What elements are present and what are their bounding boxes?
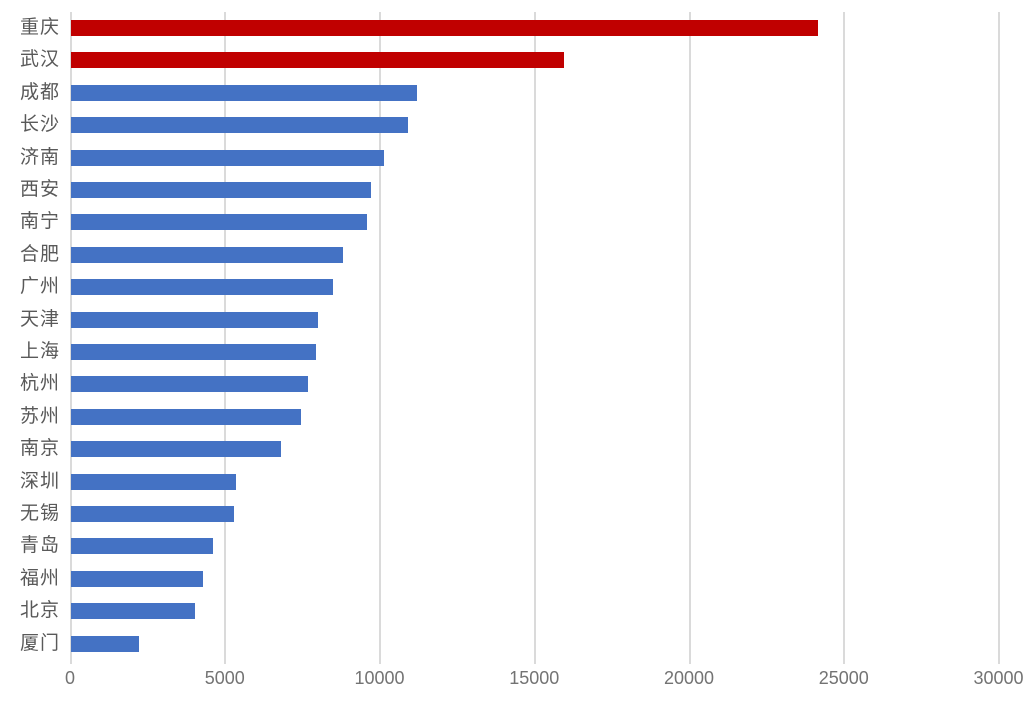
- bar-武汉: [71, 52, 564, 69]
- category-label: 北京: [19, 600, 60, 622]
- x-axis: 0 5000 10000 15000 20000 25000 30000: [65, 668, 1036, 698]
- bar-row: [70, 336, 1036, 368]
- bar-row: [70, 77, 1036, 109]
- x-tick-label: 0: [64, 668, 76, 688]
- bar-row: [70, 239, 1036, 271]
- bar-row: [70, 563, 1036, 595]
- bar-南宁: [71, 214, 367, 231]
- bar-row: [70, 12, 1036, 44]
- bar-无锡: [71, 506, 235, 522]
- gridline: [843, 12, 846, 664]
- bar-深圳: [71, 473, 236, 490]
- x-tick-label: 10000: [354, 668, 405, 688]
- bar-row: [70, 433, 1036, 465]
- bar-青岛: [71, 538, 213, 555]
- bar-row: [70, 530, 1036, 562]
- category-label: 南宁: [19, 211, 60, 233]
- bar-成都: [71, 84, 418, 101]
- bar-row: [70, 271, 1036, 303]
- bar-苏州: [71, 408, 301, 425]
- gridline: [998, 12, 1000, 664]
- bar-济南: [71, 149, 384, 166]
- bar-合肥: [71, 246, 344, 263]
- category-label: 福州: [19, 567, 60, 589]
- plot-area: [69, 12, 1036, 664]
- category-label: 长沙: [19, 114, 60, 136]
- x-tick-label: 20000: [663, 668, 715, 688]
- bar-长沙: [71, 117, 409, 134]
- category-label: 上海: [19, 341, 60, 362]
- bar-row: [70, 109, 1036, 141]
- bar-row: [70, 142, 1036, 174]
- category-label: 青岛: [19, 535, 60, 557]
- bar-厦门: [71, 635, 139, 652]
- bar-南京: [71, 441, 282, 458]
- category-label: 西安: [19, 179, 60, 200]
- bar-row: [70, 466, 1036, 498]
- bar-row: [70, 628, 1036, 660]
- gridline: [379, 12, 381, 664]
- bar-row: [70, 206, 1036, 238]
- category-label: 苏州: [19, 405, 60, 427]
- bar-天津: [71, 311, 318, 328]
- gridline: [533, 12, 536, 664]
- bar-row: [70, 368, 1036, 400]
- bar-row: [70, 401, 1036, 433]
- bar-北京: [71, 603, 196, 620]
- x-tick-label: 5000: [204, 668, 245, 688]
- category-label: 南京: [19, 438, 60, 460]
- category-label: 无锡: [19, 503, 60, 524]
- x-tick-label: 15000: [509, 668, 560, 688]
- gridline: [224, 12, 227, 664]
- category-label: 天津: [19, 308, 60, 330]
- category-label: 深圳: [19, 470, 60, 492]
- category-label: 广州: [19, 276, 60, 298]
- bar-福州: [71, 570, 204, 587]
- category-label: 重庆: [19, 17, 60, 38]
- bar-杭州: [71, 376, 308, 393]
- bar-重庆: [71, 20, 818, 36]
- category-label: 合肥: [19, 243, 60, 265]
- bar-row: [70, 498, 1036, 530]
- bar-row: [70, 595, 1036, 627]
- bar-row: [70, 304, 1036, 336]
- bar-row: [70, 44, 1036, 76]
- category-label: 厦门: [19, 632, 60, 654]
- bar-西安: [71, 182, 371, 198]
- bar-row: [70, 174, 1036, 206]
- category-label: 济南: [19, 146, 60, 168]
- bar-广州: [71, 279, 334, 296]
- gridline: [69, 12, 72, 664]
- x-tick-label: 30000: [973, 668, 1024, 688]
- category-label: 成都: [19, 81, 60, 103]
- x-tick-label: 25000: [818, 668, 869, 688]
- gridline: [688, 12, 691, 664]
- category-label: 武汉: [19, 49, 60, 71]
- bar-上海: [71, 344, 316, 360]
- category-label: 杭州: [19, 373, 60, 395]
